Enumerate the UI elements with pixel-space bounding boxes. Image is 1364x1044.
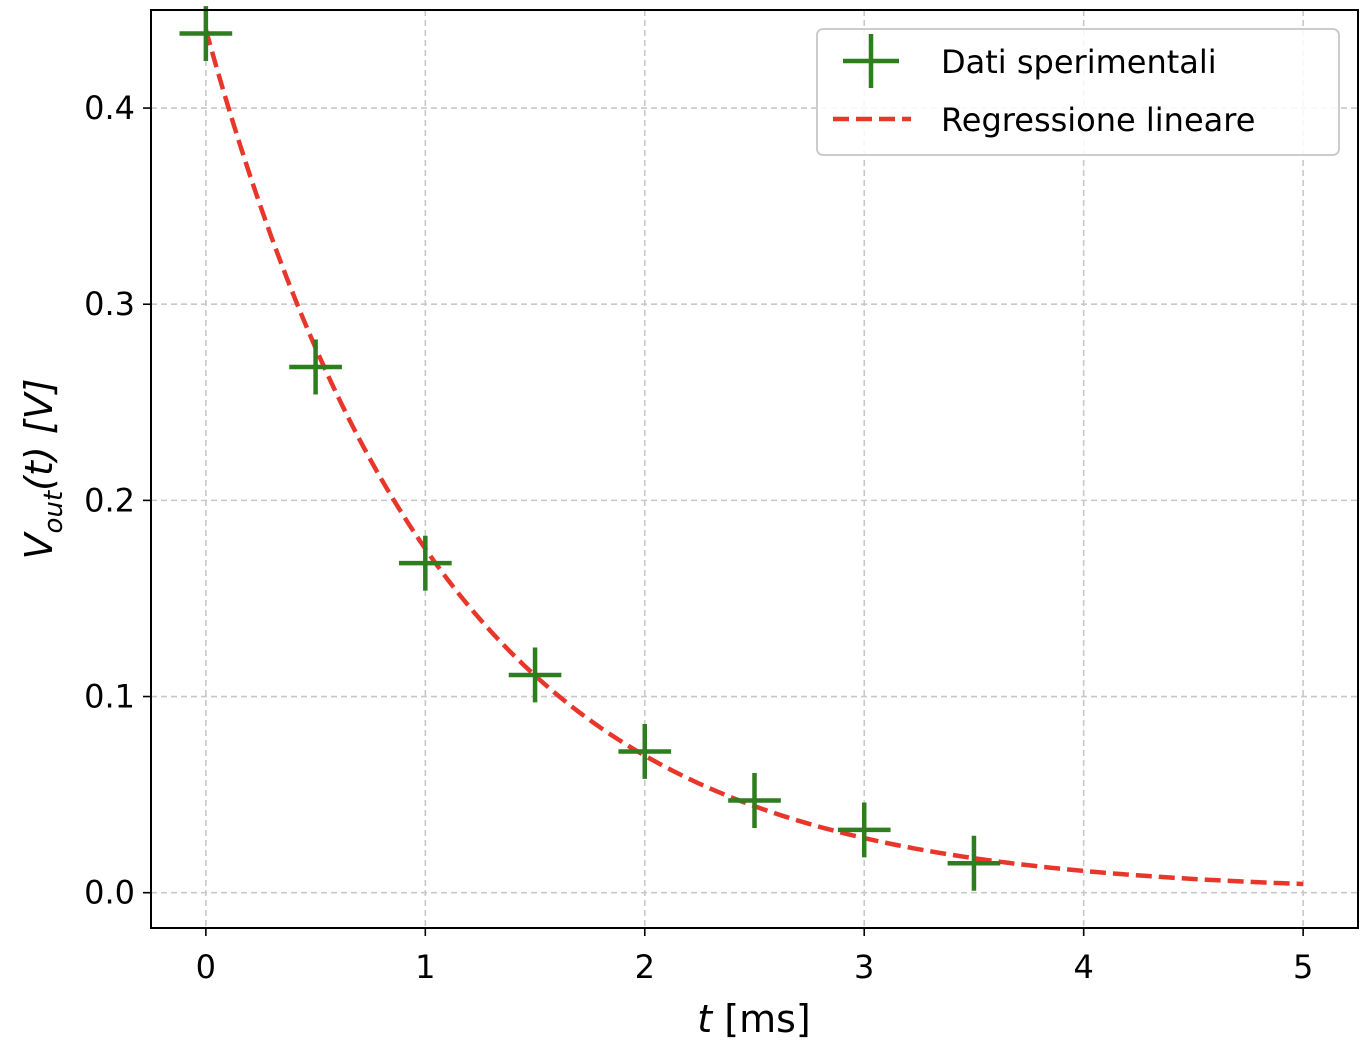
- legend-label-dati: Dati sperimentali: [941, 43, 1217, 81]
- plot-frame: [150, 9, 1359, 929]
- legend: Dati sperimentali Regressione lineare: [816, 28, 1340, 156]
- x-tick-label: 4: [1074, 948, 1094, 986]
- y-tick-label: 0.1: [84, 678, 135, 716]
- y-axis-label: Vout(t) [V]: [17, 379, 69, 560]
- x-axis-label: t [ms]: [697, 997, 810, 1041]
- series-layer: [179, 6, 1304, 891]
- y-tick-label: 0.0: [84, 874, 135, 912]
- x-axis-label-unit: [ms]: [712, 997, 811, 1041]
- y-tick-label: 0.3: [84, 285, 135, 323]
- legend-marker-dati: [843, 34, 899, 88]
- legend-label-regressione: Regressione lineare: [941, 101, 1255, 139]
- y-axis-label-rest: (t) [V]: [17, 379, 61, 491]
- y-tick-label: 0.2: [84, 481, 135, 519]
- legend-box: [816, 28, 1340, 156]
- x-axis-label-var: t: [697, 997, 714, 1041]
- y-tick-label: 0.4: [84, 89, 135, 127]
- x-tick-label: 5: [1293, 948, 1313, 986]
- x-tick-label: 1: [415, 948, 435, 986]
- axis-ticks: 0 1 2 3 4 5 0.0 0.1 0.2 0.3 0.4: [84, 89, 1313, 986]
- fit-curve: [203, 29, 1304, 887]
- y-axis-label-sub: out: [39, 490, 69, 533]
- x-tick-label: 0: [196, 948, 216, 986]
- grid: [151, 10, 1358, 928]
- y-axis-label-var: V: [17, 530, 61, 559]
- x-tick-label: 2: [635, 948, 655, 986]
- x-tick-label: 3: [854, 948, 874, 986]
